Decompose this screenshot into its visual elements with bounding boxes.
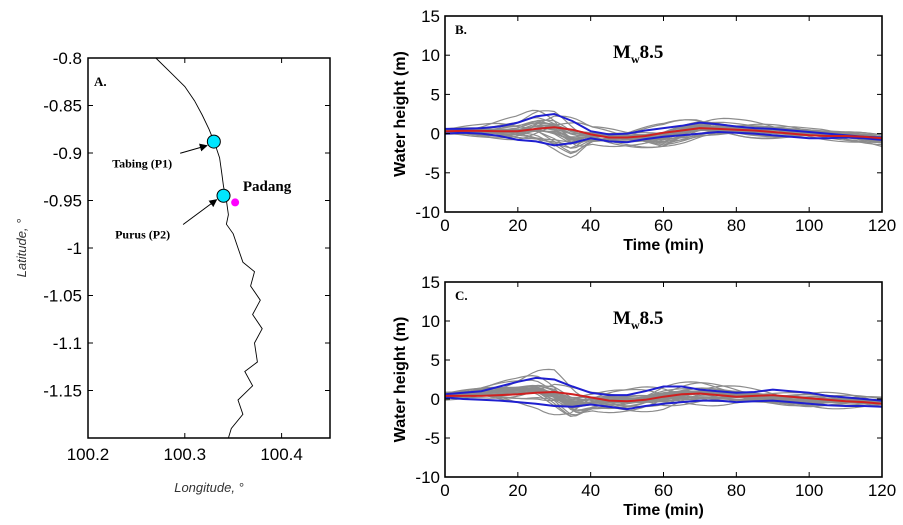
y-tick-label: 5 <box>431 85 440 104</box>
magnitude-main: M <box>613 308 631 329</box>
y-tick-label: 15 <box>421 273 440 292</box>
map-frame <box>87 57 331 439</box>
x-tick-label: 100 <box>795 216 823 235</box>
y-tick-label: 5 <box>431 351 440 370</box>
x-tick-label: 100 <box>795 481 823 500</box>
magnitude-annotation: Mw8.5 <box>613 308 663 332</box>
x-tick-label: 0 <box>440 216 449 235</box>
y-tick-label: -5 <box>425 429 440 448</box>
series-line <box>444 126 883 140</box>
station-marker <box>216 188 231 203</box>
magnitude-subscript: w <box>631 52 640 66</box>
x-tick-label: 40 <box>581 216 600 235</box>
series-line <box>444 376 883 402</box>
y-tick-label: -1.15 <box>43 382 82 401</box>
station-label: Purus (P2) <box>115 228 170 242</box>
x-tick-label: 100.3 <box>164 445 207 464</box>
x-tick-label: 60 <box>654 216 673 235</box>
panel-c-timeseries: -10 -5 0 5 10 15 0 20 40 60 80 100 120 Time (min) Wate… <box>392 273 896 519</box>
series-line <box>444 130 883 147</box>
panel-b-timeseries: -10 -5 0 5 10 15 0 20 40 60 80 100 120 Time (min) Wate… <box>392 7 896 254</box>
x-tick-label: 80 <box>727 481 746 500</box>
city-label: Padang <box>243 179 292 195</box>
panel-label: A. <box>94 74 107 89</box>
magnitude-main: M <box>613 42 631 63</box>
series-line <box>445 112 883 139</box>
y-tick-label: -0.85 <box>43 97 82 116</box>
magnitude-annotation: Mw8.5 <box>613 42 663 66</box>
y-tick-label: 0 <box>431 390 440 409</box>
x-tick-label: 120 <box>868 481 896 500</box>
y-axis-label: Water height (m) <box>392 317 409 443</box>
panel-label: B. <box>455 22 467 37</box>
y-tick-label: 0 <box>431 125 440 144</box>
station-label: Tabing (P1) <box>112 156 172 170</box>
x-tick-label: 100.2 <box>67 445 110 464</box>
magnitude-value: 8.5 <box>640 308 664 329</box>
x-tick-label: 120 <box>868 216 896 235</box>
y-tick-label: 15 <box>421 7 440 26</box>
panel-a-map: -0.8 -0.85 -0.9 -0.95 -1 -1.05 -1.1 -1.15 100.2 1… <box>14 49 331 495</box>
ensemble-trace <box>444 382 882 411</box>
station-arrow <box>180 143 208 154</box>
x-axis-label: Longitude, ° <box>174 480 244 495</box>
x-tick-label: 20 <box>508 481 527 500</box>
y-tick-label: -10 <box>415 468 440 487</box>
ensemble-trace <box>444 386 883 418</box>
ensemble-trace <box>445 117 883 148</box>
y-tick-label: -1 <box>67 239 82 258</box>
y-tick-label: -5 <box>425 164 440 183</box>
y-tick-label: -1.05 <box>43 287 82 306</box>
y-tick-label: 10 <box>421 46 440 65</box>
y-tick-label: -10 <box>415 203 440 222</box>
x-axis-label: Time (min) <box>623 502 704 519</box>
x-tick-label: 0 <box>440 481 449 500</box>
series-line <box>444 396 883 411</box>
y-tick-label: -0.9 <box>53 144 82 163</box>
coastline <box>155 57 263 439</box>
station-arrow <box>182 199 218 225</box>
series-line <box>445 390 883 405</box>
x-tick-label: 100.4 <box>260 445 303 464</box>
x-tick-label: 80 <box>727 216 746 235</box>
y-tick-label: 10 <box>421 312 440 331</box>
magnitude-subscript: w <box>631 318 640 332</box>
y-tick-label: -1.1 <box>53 334 82 353</box>
magnitude-value: 8.5 <box>640 42 664 63</box>
y-axis-label: Water height (m) <box>392 51 409 177</box>
x-axis-label: Time (min) <box>623 237 704 254</box>
x-tick-label: 20 <box>508 216 527 235</box>
city-marker <box>231 198 240 207</box>
y-tick-label: -0.8 <box>53 49 82 68</box>
station-marker <box>206 134 221 149</box>
y-axis-label: Latitude, ° <box>14 219 29 278</box>
panel-label: C. <box>455 288 468 303</box>
y-tick-label: -0.95 <box>43 192 82 211</box>
plot-frame <box>444 15 883 213</box>
x-tick-label: 40 <box>581 481 600 500</box>
ensemble-trace <box>444 125 883 148</box>
x-tick-label: 60 <box>654 481 673 500</box>
